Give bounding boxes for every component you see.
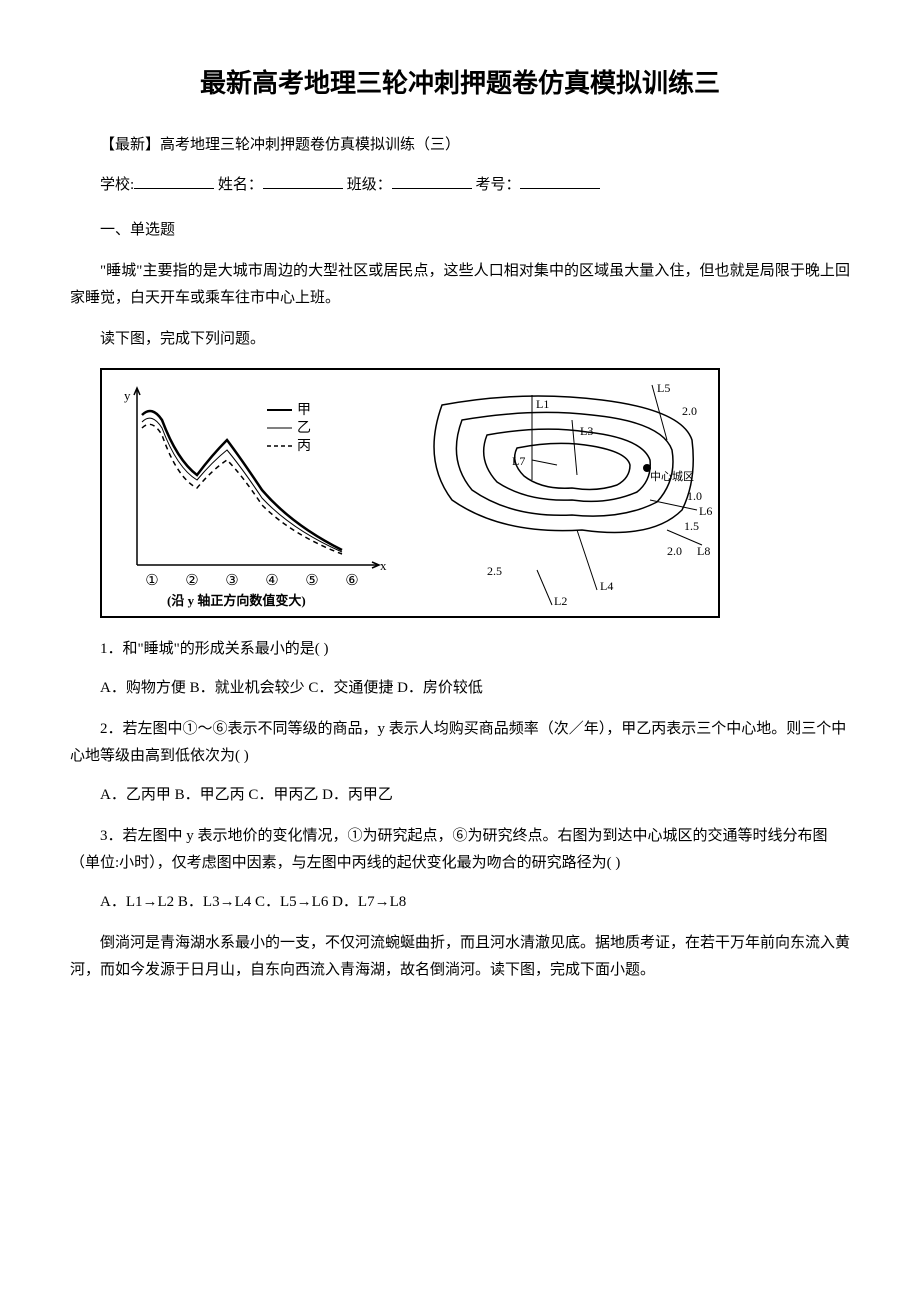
form-line: 学校: 姓名： 班级： 考号： — [70, 171, 850, 199]
name-label: 姓名： — [218, 177, 263, 193]
line-label-l4: L4 — [600, 579, 613, 593]
contour-value-2: 2.5 — [487, 564, 502, 578]
contour-value-3: 1.0 — [687, 489, 702, 503]
name-blank[interactable] — [263, 171, 343, 189]
line-label-l8: L8 — [697, 544, 710, 558]
line-chart-svg: y x 甲 乙 丙 ① ② ③ ④ ⑤ — [112, 380, 392, 610]
chart-annotation: (沿 y 轴正方向数值变大) — [167, 593, 306, 608]
question-1-text: ．和"睡城"的形成关系最小的是( ) — [108, 641, 329, 657]
school-blank[interactable] — [134, 171, 214, 189]
contour-value-5: 2.0 — [667, 544, 682, 558]
line-label-l1: L1 — [536, 397, 549, 411]
x-marker-6: ⑥ — [345, 573, 358, 589]
question-2-number: 2 — [100, 721, 108, 737]
legend-item-1: 甲 — [297, 403, 311, 418]
intro-paragraph: "睡城"主要指的是大城市周边的大型社区或居民点，这些人口相对集中的区域虽大量入住… — [70, 258, 850, 312]
contour-map-svg: L1 L2 L3 L4 L5 L6 L7 L8 中心城区 2.0 — [402, 380, 712, 610]
x-marker-5: ⑤ — [305, 573, 318, 589]
question-2-options: A．乙丙甲 B．甲乙丙 C．甲丙乙 D．丙甲乙 — [70, 782, 850, 809]
line-label-l7: L7 — [512, 454, 525, 468]
x-marker-1: ① — [145, 573, 158, 589]
contour-value-1: 2.0 — [682, 404, 697, 418]
legend-item-3: 丙 — [297, 439, 311, 454]
exam-number-label: 考号： — [475, 177, 520, 193]
question-3: 3．若左图中 y 表示地价的变化情况，①为研究起点，⑥为研究终点。右图为到达中心… — [70, 823, 850, 877]
x-marker-4: ④ — [265, 573, 278, 589]
closing-paragraph: 倒淌河是青海湖水系最小的一支，不仅河流蜿蜒曲折，而且河水清澈见底。据地质考证，在… — [70, 930, 850, 984]
document-title: 最新高考地理三轮冲刺押题卷仿真模拟训练三 — [70, 60, 850, 107]
section-heading: 一、单选题 — [70, 217, 850, 244]
instruction-paragraph: 读下图，完成下列问题。 — [70, 326, 850, 353]
question-1-number: 1 — [100, 641, 108, 657]
question-2: 2．若左图中①～⑥表示不同等级的商品，y 表示人均购买商品频率（次／年），甲乙丙… — [70, 716, 850, 770]
left-line-chart: y x 甲 乙 丙 ① ② ③ ④ ⑤ — [112, 380, 392, 606]
legend-item-2: 乙 — [297, 420, 311, 436]
exam-number-blank[interactable] — [520, 171, 600, 189]
center-label: 中心城区 — [650, 470, 694, 483]
figure-box: y x 甲 乙 丙 ① ② ③ ④ ⑤ — [100, 368, 720, 618]
class-blank[interactable] — [392, 171, 472, 189]
question-3-text: ．若左图中 y 表示地价的变化情况，①为研究起点，⑥为研究终点。右图为到达中心城… — [70, 828, 828, 871]
line-label-l3: L3 — [580, 424, 593, 438]
x-marker-3: ③ — [225, 573, 238, 589]
question-1-options: A．购物方便 B．就业机会较少 C．交通便捷 D．房价较低 — [70, 675, 850, 702]
line-label-l2: L2 — [554, 594, 567, 608]
right-contour-map: L1 L2 L3 L4 L5 L6 L7 L8 中心城区 2.0 — [402, 380, 712, 606]
school-label: 学校: — [100, 177, 134, 193]
contour-value-4: 1.5 — [684, 519, 699, 533]
x-axis-label: x — [380, 558, 387, 573]
question-2-text: ．若左图中①～⑥表示不同等级的商品，y 表示人均购买商品频率（次／年），甲乙丙表… — [70, 721, 846, 764]
y-axis-label: y — [124, 388, 131, 403]
line-label-l5: L5 — [657, 381, 670, 395]
question-1: 1．和"睡城"的形成关系最小的是( ) — [70, 636, 850, 663]
line-label-l6: L6 — [699, 504, 712, 518]
question-3-number: 3 — [100, 828, 108, 844]
question-3-options: A．L1→L2 B．L3→L4 C．L5→L6 D．L7→L8 — [70, 889, 850, 916]
x-marker-2: ② — [185, 573, 198, 589]
document-subtitle: 【最新】高考地理三轮冲刺押题卷仿真模拟训练（三） — [70, 132, 850, 159]
class-label: 班级： — [347, 177, 392, 193]
figure-container: y x 甲 乙 丙 ① ② ③ ④ ⑤ — [100, 368, 850, 618]
